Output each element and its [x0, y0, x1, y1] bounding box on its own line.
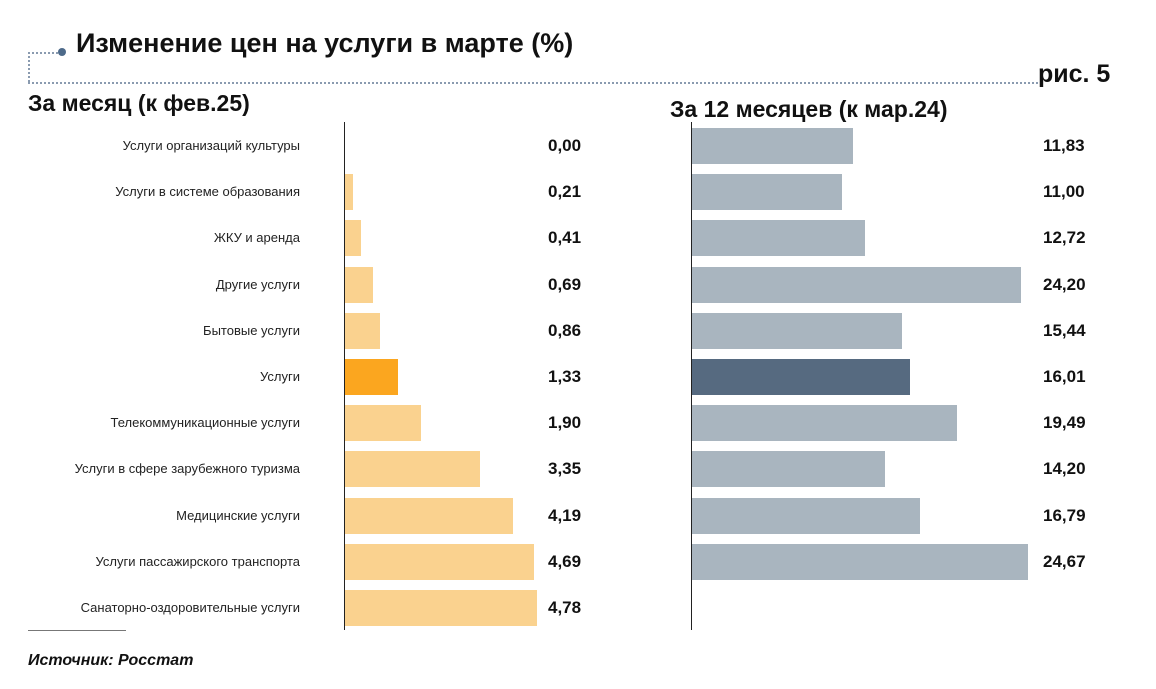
right-bar: [692, 359, 910, 395]
left-bar: [345, 590, 538, 626]
left-category-label: Бытовые услуги: [203, 322, 300, 338]
left-value-label: 4,69: [548, 551, 582, 571]
left-category-label: Телекоммуникационные услуги: [110, 415, 300, 431]
left-value-label: 0,69: [548, 274, 582, 294]
left-bar: [345, 405, 422, 442]
title-block: Изменение цен на услуги в марте (%): [28, 24, 1128, 84]
left-category-label: Услуги в системе образования: [115, 184, 300, 200]
left-bar: [345, 312, 380, 349]
title-frame-top: [28, 52, 58, 54]
left-panel-title: За месяц (к фев.25): [28, 90, 250, 116]
left-category-label: Санаторно-оздоровительные услуги: [80, 600, 300, 615]
right-value-label: 24,67: [1043, 551, 1086, 571]
left-value-axis: [344, 122, 345, 630]
right-bar: [692, 312, 902, 349]
right-bar: [692, 405, 958, 442]
right-bar: [692, 266, 1022, 303]
source-note: Источник: Росстат: [28, 652, 194, 669]
left-category-label: Услуги организаций культуры: [122, 138, 300, 153]
right-bar: [692, 174, 842, 211]
left-category-label: Услуги: [260, 369, 300, 384]
right-panel-title: За 12 месяцев (к мар.24): [670, 96, 948, 122]
left-value-label: 1,33: [548, 367, 582, 386]
left-value-label: 4,19: [548, 505, 582, 525]
right-bar: [692, 220, 865, 257]
left-bar: [345, 497, 514, 534]
source-divider: [28, 630, 126, 631]
title-frame-bottom: [28, 82, 1038, 84]
right-bar: [692, 497, 921, 534]
left-value-label: 0,86: [548, 320, 582, 340]
right-value-label: 15,44: [1043, 320, 1086, 340]
left-category-label: Другие услуги: [215, 276, 300, 292]
right-bar: [692, 451, 886, 488]
left-value-label: 0,41: [548, 228, 582, 248]
left-category-label: ЖКУ и аренда: [213, 230, 300, 246]
left-value-label: 0,21: [548, 182, 582, 202]
right-value-label: 16,01: [1043, 367, 1086, 386]
chart-title: Изменение цен на услуги в марте (%): [76, 28, 574, 58]
left-value-label: 0,00: [548, 136, 582, 155]
right-value-label: 16,79: [1043, 505, 1086, 525]
figure-label: рис. 5: [1038, 60, 1111, 88]
left-value-label: 3,35: [548, 459, 582, 479]
right-bar: [692, 128, 853, 164]
title-frame-left: [28, 52, 30, 82]
left-category-label: Медицинские услуги: [176, 507, 300, 523]
left-bar: [345, 174, 354, 211]
right-value-label: 24,20: [1043, 274, 1086, 294]
left-category-label: Услуги в сфере зарубежного туризма: [74, 461, 300, 477]
right-value-axis: [691, 122, 692, 630]
left-value-label: 4,78: [548, 598, 582, 617]
left-bar: [345, 451, 480, 488]
left-category-label: Услуги пассажирского транспорта: [95, 553, 300, 569]
right-bar: [692, 543, 1028, 580]
right-value-label: 14,20: [1043, 459, 1086, 479]
title-bullet: [58, 48, 66, 56]
left-bar: [345, 359, 399, 395]
right-value-label: 11,00: [1043, 182, 1085, 202]
left-bar: [345, 266, 373, 303]
right-value-label: 19,49: [1043, 413, 1086, 433]
left-bar: [345, 220, 362, 257]
left-value-label: 1,90: [548, 413, 582, 433]
right-value-label: 11,83: [1043, 136, 1085, 155]
right-value-label: 12,72: [1043, 228, 1086, 248]
left-bar: [345, 543, 534, 580]
